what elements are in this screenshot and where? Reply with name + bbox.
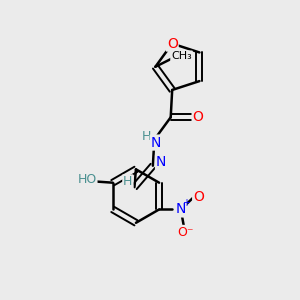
Text: O: O: [193, 190, 204, 204]
Text: CH₃: CH₃: [171, 51, 192, 62]
Text: HO: HO: [77, 173, 97, 186]
Text: O⁻: O⁻: [177, 226, 194, 239]
Text: O: O: [193, 110, 203, 124]
Text: N: N: [156, 155, 166, 169]
Text: H: H: [123, 175, 133, 188]
Text: O: O: [167, 37, 178, 51]
Text: N: N: [151, 136, 161, 150]
Text: H: H: [141, 130, 151, 142]
Text: +: +: [182, 198, 190, 208]
Text: N: N: [176, 202, 186, 216]
